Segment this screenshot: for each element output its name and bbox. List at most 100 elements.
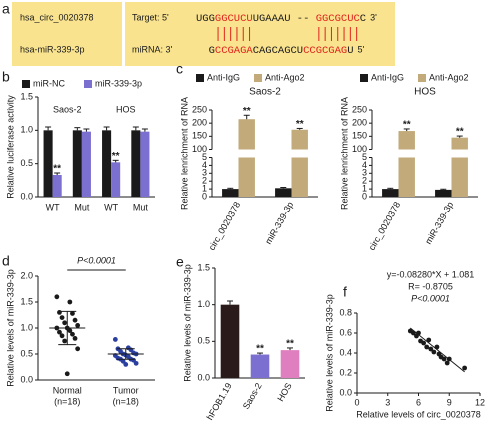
bar	[238, 119, 255, 150]
y-tick-label: 0.0	[20, 374, 33, 384]
legend-swatch	[84, 80, 92, 88]
dot	[62, 338, 68, 344]
bar	[451, 157, 468, 197]
y-tick-label: 0	[202, 191, 207, 201]
bar	[52, 175, 62, 197]
dot	[57, 329, 62, 335]
bar	[72, 130, 82, 197]
y-tick-label: 5	[202, 152, 207, 162]
chart-title: HOS	[414, 87, 436, 98]
dot	[67, 328, 73, 333]
x-tick-label: 0	[354, 397, 359, 407]
panel-label: e	[176, 254, 184, 270]
sequence: G	[209, 45, 215, 57]
chart-title: Saos-2	[249, 87, 281, 98]
significance: **	[456, 127, 464, 138]
x-tick-label: Normal	[53, 385, 82, 395]
sequence: U	[347, 45, 353, 57]
y-axis-label: Relative lenrichment of RNA	[339, 97, 349, 210]
y-tick-label: 0.6	[339, 327, 352, 337]
significance: **	[256, 344, 264, 355]
significance: **	[296, 119, 304, 130]
significance: **	[286, 339, 294, 350]
dot	[67, 299, 73, 305]
y-axis-label: Relative luciferase activity	[5, 95, 15, 199]
legend-swatch	[196, 74, 204, 82]
dot	[123, 362, 129, 367]
y-axis-label: Relative levels of miR-339-3p	[182, 264, 192, 382]
significance: **	[243, 106, 251, 117]
x-tick-label: 6	[416, 397, 421, 407]
y-axis-label: Relative levels of miR-339-3p	[5, 269, 15, 387]
dot	[59, 315, 65, 320]
y-axis-label: Relative lenrichment of RNA	[179, 97, 189, 210]
y-tick-label: 1.5	[20, 91, 33, 101]
dot	[59, 333, 65, 339]
y-tick-label: 0.0	[197, 372, 210, 382]
dot	[72, 317, 78, 323]
sequence: CCGAGA	[215, 45, 254, 57]
dot	[75, 323, 81, 328]
dot	[72, 336, 78, 341]
sequence: CAGCAGCU	[253, 45, 303, 57]
legend-label: Anti-IgG	[207, 72, 240, 82]
dot	[70, 331, 75, 337]
bar	[382, 189, 399, 197]
y-tick-label: 2	[362, 176, 367, 186]
group-label: HOS	[116, 104, 136, 114]
y-tick-label: 1	[362, 183, 367, 193]
y-tick-label: 2.0	[20, 270, 33, 280]
dot	[64, 371, 70, 377]
legend-label: miR-339-3p	[95, 78, 142, 88]
x-tick-label: 12	[475, 397, 485, 407]
y-tick-label: 0.4	[339, 347, 352, 357]
stat-text: R= -0.8705	[408, 281, 453, 291]
panel-label: c	[176, 61, 183, 77]
panel-label: d	[2, 253, 10, 269]
legend-swatch	[22, 80, 30, 88]
point	[428, 346, 434, 352]
y-tick-label: 1.5	[20, 296, 33, 306]
legend-swatch	[254, 74, 262, 82]
group-label: Saos-2	[53, 104, 82, 114]
x-tick-note: (n=18)	[54, 396, 80, 406]
point	[444, 360, 450, 366]
bar	[238, 157, 255, 197]
stat-text: P<0.0001	[411, 293, 450, 303]
bar	[222, 189, 239, 197]
bar	[275, 188, 292, 197]
panel-label: a	[2, 1, 10, 17]
y-tick-label: 1	[202, 183, 207, 193]
y-tick-label: 250	[352, 104, 367, 114]
dot	[57, 310, 62, 315]
y-tick-label: 1.0	[20, 322, 33, 332]
panel-label: f	[343, 284, 347, 300]
point	[441, 356, 447, 362]
bar	[398, 131, 415, 150]
significance: **	[53, 164, 61, 175]
legend-label: Anti-IgG	[371, 72, 404, 82]
y-tick-label: 4	[202, 160, 207, 170]
sequence: GGCGCUC	[316, 13, 360, 25]
rna-name: hsa_circ_0020378	[20, 12, 94, 22]
y-tick-label: 0.0	[339, 387, 352, 397]
y-tick-label: 100	[192, 144, 207, 154]
sequence: CCGCGAG	[303, 45, 347, 57]
bar	[43, 130, 53, 197]
sequence: C	[360, 13, 366, 25]
fit-line	[409, 327, 465, 373]
bar	[140, 131, 150, 197]
point	[421, 340, 427, 346]
sequence: UGG	[196, 13, 215, 25]
sequence: UGAAAU --	[253, 13, 310, 25]
y-tick-label: 150	[352, 131, 367, 141]
bar	[291, 129, 308, 150]
legend-label: Anti-Ago2	[429, 72, 469, 82]
significance: **	[403, 120, 411, 131]
point	[426, 337, 432, 343]
significance: **	[112, 151, 120, 162]
bar	[398, 157, 415, 197]
stat-text: y=-0.08280*X + 1.081	[387, 269, 475, 279]
